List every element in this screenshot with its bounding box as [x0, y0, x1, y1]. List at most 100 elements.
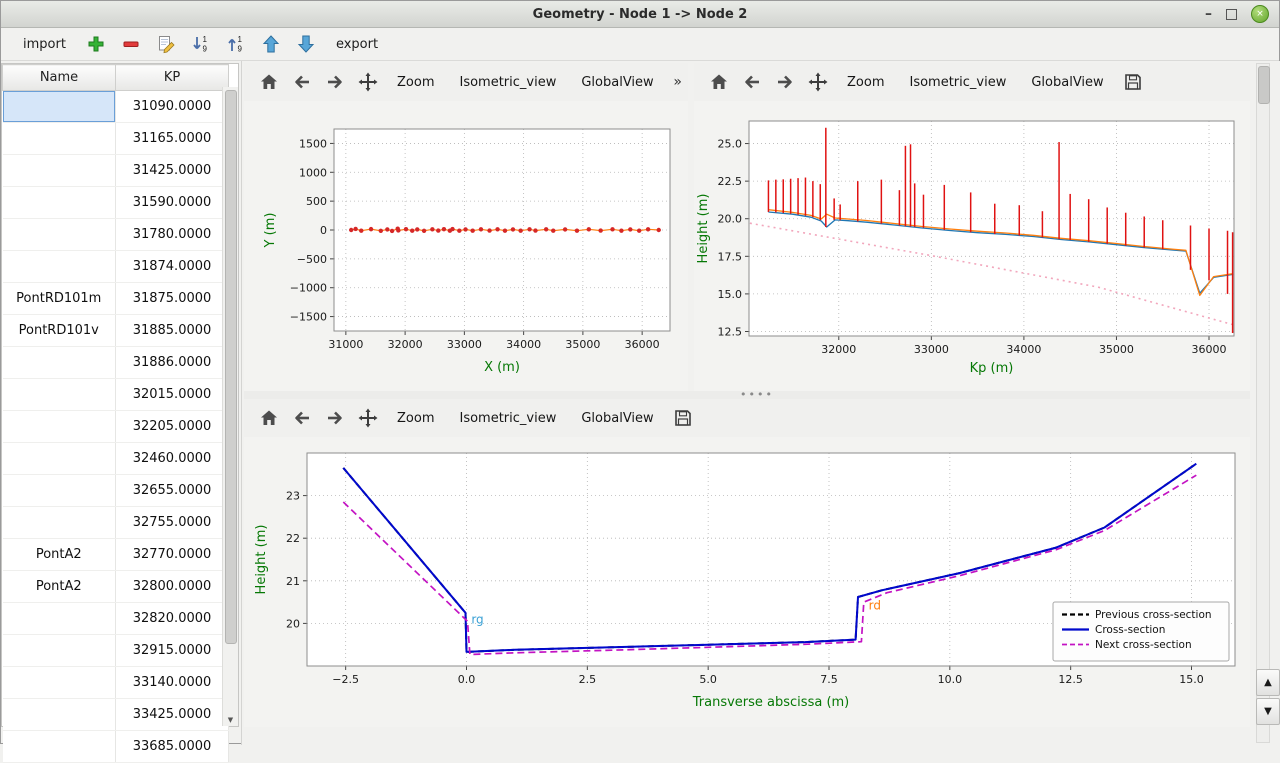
global-view-button[interactable]: GlobalView [1020, 70, 1114, 95]
back-button[interactable] [287, 403, 317, 433]
name-cell[interactable] [3, 443, 116, 475]
table-row[interactable]: PontRD101m31875.0000 [3, 283, 229, 315]
name-cell[interactable] [3, 155, 116, 187]
kp-cell[interactable]: 33425.0000 [116, 699, 229, 731]
profile-chart-canvas[interactable]: 320003300034000350003600012.515.017.520.… [694, 103, 1250, 391]
remove-row-button[interactable] [118, 31, 144, 57]
kp-cell[interactable]: 31165.0000 [116, 123, 229, 155]
name-cell[interactable]: PontA2 [3, 571, 116, 603]
table-row[interactable]: 31090.0000 [3, 91, 229, 123]
name-cell[interactable] [3, 667, 116, 699]
pan-button[interactable] [803, 67, 833, 97]
kp-cell[interactable]: 32770.0000 [116, 539, 229, 571]
table-row[interactable]: 33685.0000 [3, 731, 229, 763]
forward-button[interactable] [770, 67, 800, 97]
import-button[interactable]: import [15, 34, 74, 55]
table-row[interactable]: PontA232800.0000 [3, 571, 229, 603]
save-figure-button[interactable] [668, 403, 698, 433]
kp-cell[interactable]: 31090.0000 [116, 91, 229, 123]
global-view-button[interactable]: GlobalView [570, 70, 664, 95]
minimize-button[interactable]: – [1205, 9, 1212, 19]
table-row[interactable]: PontRD101v31885.0000 [3, 315, 229, 347]
name-cell[interactable] [3, 187, 116, 219]
kp-cell[interactable]: 32460.0000 [116, 443, 229, 475]
table-scrollbar[interactable]: ▼ [222, 87, 238, 726]
maximize-button[interactable] [1226, 9, 1237, 20]
name-cell[interactable] [3, 475, 116, 507]
forward-button[interactable] [320, 67, 350, 97]
kp-cell[interactable]: 32015.0000 [116, 379, 229, 411]
pan-button[interactable] [353, 403, 383, 433]
sort-ascending-button[interactable]: 19 [188, 31, 214, 57]
pan-button[interactable] [353, 67, 383, 97]
move-up-button[interactable] [258, 31, 284, 57]
vertical-scrollbar-thumb[interactable] [1258, 66, 1270, 104]
name-cell[interactable]: PontRD101v [3, 315, 116, 347]
table-scrollbar-down-arrow[interactable]: ▼ [223, 716, 238, 724]
add-row-button[interactable] [83, 31, 109, 57]
zoom-button[interactable]: Zoom [386, 70, 445, 95]
home-button[interactable] [704, 67, 734, 97]
name-cell[interactable] [3, 379, 116, 411]
table-row[interactable]: 32460.0000 [3, 443, 229, 475]
column-header-name[interactable]: Name [3, 65, 116, 91]
table-row[interactable]: 31425.0000 [3, 155, 229, 187]
kp-cell[interactable]: 32820.0000 [116, 603, 229, 635]
name-cell[interactable] [3, 635, 116, 667]
global-view-button[interactable]: GlobalView [570, 406, 664, 431]
name-cell[interactable]: PontA2 [3, 539, 116, 571]
table-row[interactable]: 32205.0000 [3, 411, 229, 443]
kp-cell[interactable]: 31425.0000 [116, 155, 229, 187]
name-cell[interactable] [3, 347, 116, 379]
table-row[interactable]: 31874.0000 [3, 251, 229, 283]
kp-cell[interactable]: 32755.0000 [116, 507, 229, 539]
back-button[interactable] [287, 67, 317, 97]
table-row[interactable]: 32015.0000 [3, 379, 229, 411]
back-button[interactable] [737, 67, 767, 97]
table-row[interactable]: 33425.0000 [3, 699, 229, 731]
table-row[interactable]: 32755.0000 [3, 507, 229, 539]
zoom-button[interactable]: Zoom [836, 70, 895, 95]
forward-button[interactable] [320, 403, 350, 433]
table-scrollbar-thumb[interactable] [225, 90, 237, 644]
kp-cell[interactable]: 32205.0000 [116, 411, 229, 443]
table-row[interactable]: PontA232770.0000 [3, 539, 229, 571]
kp-cell[interactable]: 31780.0000 [116, 219, 229, 251]
horizontal-splitter[interactable]: •••• [244, 391, 1250, 399]
edit-button[interactable] [153, 31, 179, 57]
name-cell[interactable] [3, 603, 116, 635]
kp-cell[interactable]: 31885.0000 [116, 315, 229, 347]
home-button[interactable] [254, 67, 284, 97]
move-down-button[interactable] [293, 31, 319, 57]
isometric-view-button[interactable]: Isometric_view [448, 406, 567, 431]
kp-cell[interactable]: 33685.0000 [116, 731, 229, 763]
table-row[interactable]: 31590.0000 [3, 187, 229, 219]
name-cell[interactable]: PontRD101m [3, 283, 116, 315]
table-row[interactable]: 32655.0000 [3, 475, 229, 507]
kp-cell[interactable]: 32800.0000 [116, 571, 229, 603]
table-row[interactable]: 33140.0000 [3, 667, 229, 699]
zoom-button[interactable]: Zoom [386, 406, 445, 431]
titlebar[interactable]: Geometry - Node 1 -> Node 2 – × [1, 1, 1279, 28]
name-cell[interactable] [3, 91, 116, 123]
kp-cell[interactable]: 32655.0000 [116, 475, 229, 507]
kp-cell[interactable]: 31875.0000 [116, 283, 229, 315]
name-cell[interactable] [3, 731, 116, 763]
isometric-view-button[interactable]: Isometric_view [448, 70, 567, 95]
kp-cell[interactable]: 31590.0000 [116, 187, 229, 219]
table-row[interactable]: 31165.0000 [3, 123, 229, 155]
toolbar-overflow-chevron[interactable]: » [673, 74, 682, 90]
table-row[interactable]: 32820.0000 [3, 603, 229, 635]
close-button[interactable]: × [1251, 5, 1269, 23]
export-button[interactable]: export [328, 34, 386, 55]
table-row[interactable]: 32915.0000 [3, 635, 229, 667]
kp-cell[interactable]: 31886.0000 [116, 347, 229, 379]
home-button[interactable] [254, 403, 284, 433]
isometric-view-button[interactable]: Isometric_view [898, 70, 1017, 95]
name-cell[interactable] [3, 219, 116, 251]
cross-section-chart-canvas[interactable]: −2.50.02.55.07.510.012.515.020212223rgrd… [244, 439, 1250, 727]
table-row[interactable]: 31886.0000 [3, 347, 229, 379]
plan-chart-canvas[interactable]: 310003200033000340003500036000−1500−1000… [244, 103, 688, 391]
scroll-up-button[interactable]: ▲ [1256, 669, 1280, 696]
kp-cell[interactable]: 31874.0000 [116, 251, 229, 283]
